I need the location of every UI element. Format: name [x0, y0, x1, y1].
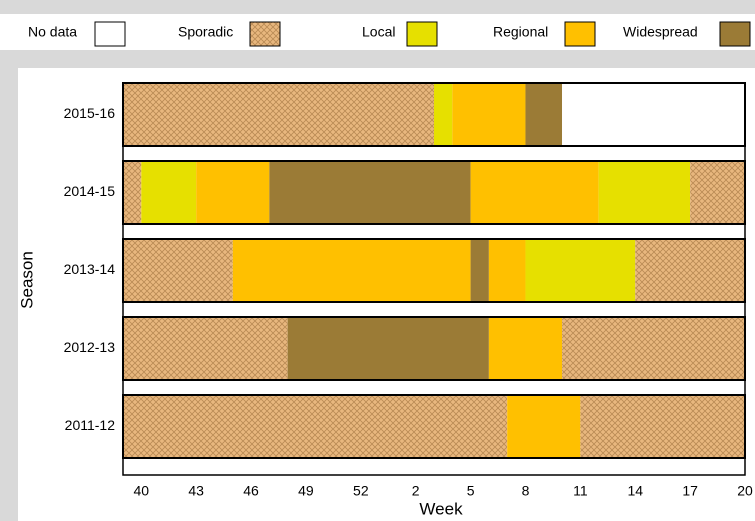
bar-segment: [580, 395, 745, 458]
bar-segment: [470, 239, 489, 302]
x-tick-label: 40: [134, 483, 150, 499]
bar-segment: [123, 83, 434, 146]
legend-label: Sporadic: [178, 24, 233, 40]
bar-outline: [122, 394, 746, 459]
bar-segment: [488, 239, 526, 302]
bar-segment: [196, 161, 270, 224]
bar-segment: [525, 83, 563, 146]
x-tick-label: 11: [573, 483, 588, 499]
bar-segment: [141, 161, 197, 224]
x-tick-label: 8: [522, 483, 530, 499]
legend-label: Local: [362, 24, 395, 40]
bar-segment: [434, 83, 453, 146]
y-tick-label: 2013-14: [64, 261, 116, 277]
x-tick-label: 5: [467, 483, 475, 499]
legend-swatch: [94, 21, 126, 47]
x-tick-label: 17: [682, 483, 698, 499]
bar-segment: [562, 83, 745, 146]
legend-panel: [0, 14, 755, 50]
bar-segment: [525, 239, 636, 302]
bar-segment: [123, 317, 288, 380]
bar-outline: [122, 316, 746, 381]
bar-segment: [507, 395, 581, 458]
bar-segment: [598, 161, 691, 224]
x-axis-label: Week: [419, 499, 463, 518]
bar-segment: [269, 161, 471, 224]
bar-segment: [452, 83, 526, 146]
bar-segment: [562, 317, 745, 380]
legend-swatch: [406, 21, 438, 47]
x-tick-label: 20: [737, 483, 753, 499]
x-tick-label: 52: [353, 483, 369, 499]
x-tick-label: 2: [412, 483, 420, 499]
legend-label: Widespread: [623, 24, 698, 40]
y-axis-label: Season: [17, 251, 36, 309]
x-tick-label: 14: [627, 483, 643, 499]
y-tick-label: 2014-15: [64, 183, 116, 199]
x-tick-label: 49: [298, 483, 314, 499]
legend-swatch: [719, 21, 751, 47]
y-tick-label: 2015-16: [64, 105, 116, 121]
bar-outline: [122, 160, 746, 225]
bar-segment: [635, 239, 745, 302]
bar-outline: [122, 238, 746, 303]
x-tick-label: 43: [188, 483, 204, 499]
bar-segment: [470, 161, 599, 224]
y-tick-label: 2011-12: [65, 417, 116, 433]
legend-swatch: [249, 21, 281, 47]
bar-segment: [232, 239, 471, 302]
bar-segment: [123, 161, 142, 224]
legend-label: No data: [28, 24, 77, 40]
bar-segment: [123, 395, 508, 458]
bar-segment: [287, 317, 489, 380]
bar-segment: [488, 317, 563, 380]
legend-label: Regional: [493, 24, 548, 40]
bar-segment: [690, 161, 745, 224]
legend-swatch: [564, 21, 596, 47]
bar-segment: [123, 239, 233, 302]
x-tick-label: 46: [243, 483, 259, 499]
y-tick-label: 2012-13: [64, 339, 116, 355]
bar-outline: [122, 82, 746, 147]
